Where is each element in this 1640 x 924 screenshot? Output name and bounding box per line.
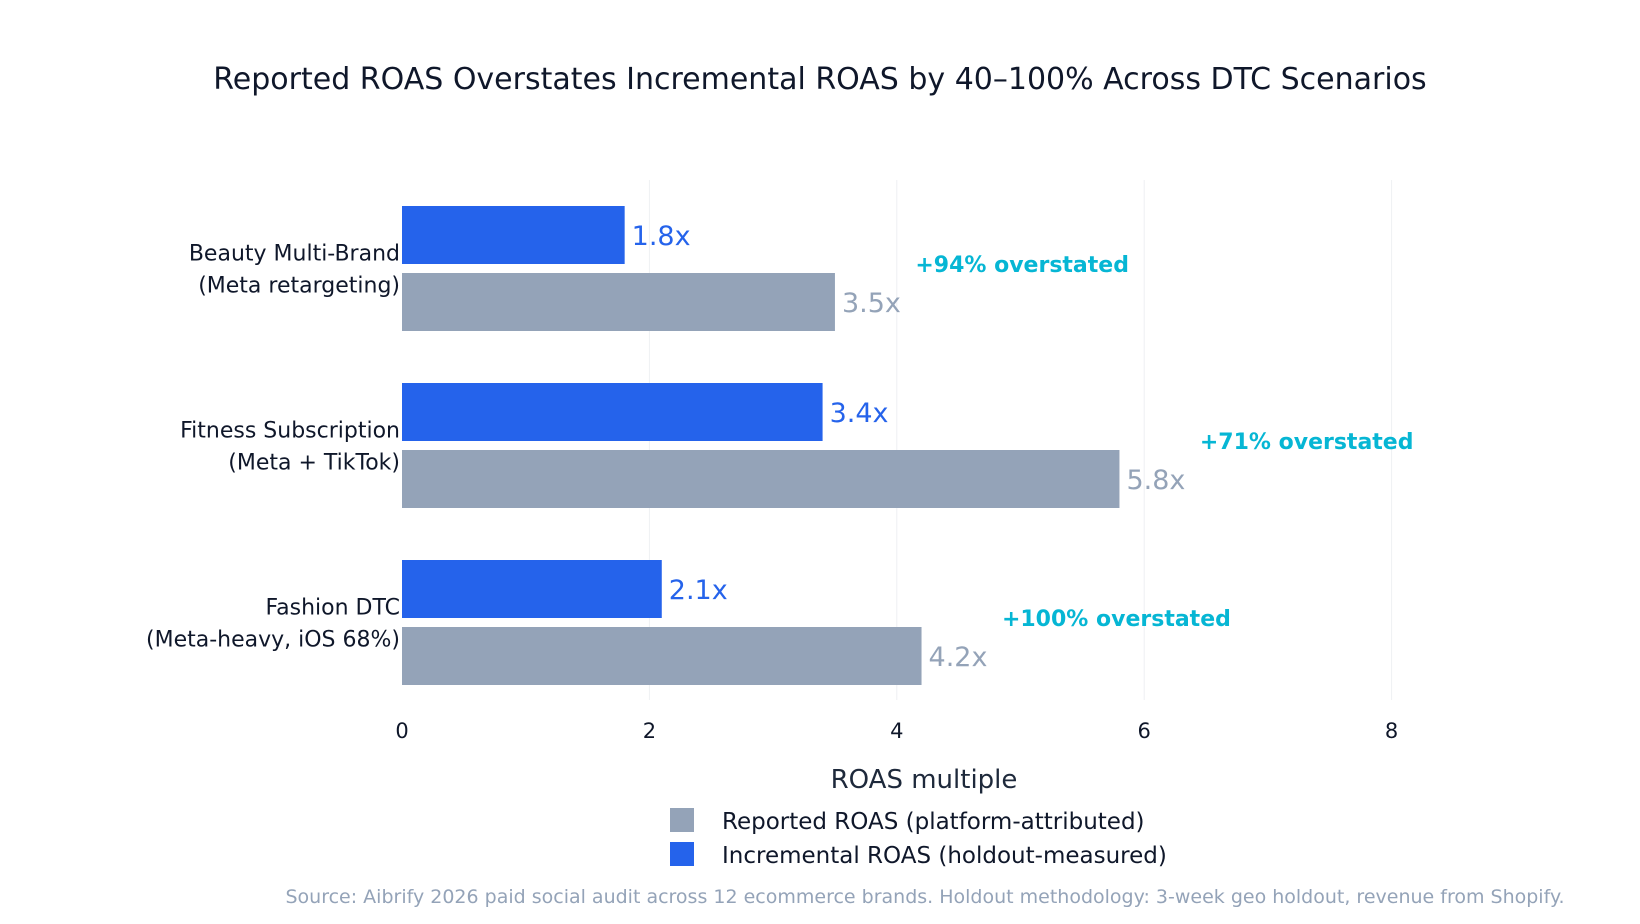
x-axis-title: ROAS multiple — [831, 765, 1018, 795]
y-category-sublabel: (Meta retargeting) — [198, 274, 400, 299]
bar-incremental — [402, 206, 625, 264]
bar-reported — [402, 627, 922, 685]
overstatement-annotation: +71% overstated — [1200, 430, 1414, 455]
bar-incremental — [402, 560, 662, 618]
overstatement-annotation: +100% overstated — [1002, 607, 1231, 632]
bar-reported — [402, 273, 835, 331]
legend-swatch — [670, 842, 694, 866]
data-label-incremental: 3.4x — [830, 398, 889, 429]
y-category-label: Beauty Multi-Brand — [189, 242, 400, 267]
data-label-incremental: 2.1x — [669, 575, 728, 606]
chart-title: Reported ROAS Overstates Incremental ROA… — [213, 62, 1426, 97]
x-tick-label: 2 — [643, 719, 656, 743]
y-category-label: Fashion DTC — [266, 596, 400, 621]
y-category-sublabel: (Meta + TikTok) — [228, 451, 400, 476]
legend-label: Incremental ROAS (holdout-measured) — [722, 843, 1167, 869]
x-tick-label: 6 — [1138, 719, 1151, 743]
x-tick-label: 0 — [395, 719, 408, 743]
bar-reported — [402, 450, 1120, 508]
data-label-incremental: 1.8x — [632, 221, 691, 252]
data-label-reported: 5.8x — [1126, 465, 1185, 496]
x-tick-label: 8 — [1385, 719, 1398, 743]
data-label-reported: 4.2x — [929, 642, 988, 673]
overstatement-annotation: +94% overstated — [915, 253, 1129, 278]
legend-swatch — [670, 808, 694, 832]
y-category-sublabel: (Meta-heavy, iOS 68%) — [146, 628, 400, 653]
data-label-reported: 3.5x — [842, 288, 901, 319]
y-category-label: Fitness Subscription — [180, 419, 400, 444]
x-tick-label: 4 — [890, 719, 903, 743]
legend-label: Reported ROAS (platform-attributed) — [722, 809, 1145, 835]
bar-incremental — [402, 383, 823, 441]
source-note: Source: Aibrify 2026 paid social audit a… — [285, 886, 1564, 908]
